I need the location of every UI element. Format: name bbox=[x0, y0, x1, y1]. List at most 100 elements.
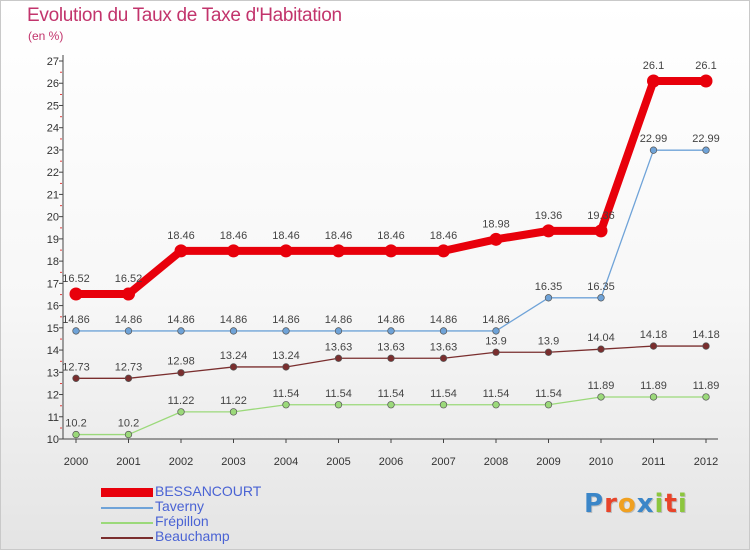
data-label: 10.2 bbox=[118, 418, 139, 430]
x-tick-label: 2004 bbox=[274, 456, 298, 468]
data-label: 19.36 bbox=[587, 210, 615, 222]
data-label: 11.54 bbox=[378, 388, 405, 400]
data-point bbox=[492, 348, 500, 356]
data-point bbox=[597, 294, 605, 302]
chart-unit-label: (en %) bbox=[28, 29, 64, 43]
x-tick-label: 2012 bbox=[694, 456, 718, 468]
series-line bbox=[76, 77, 706, 299]
y-tick-label: 13 bbox=[47, 367, 59, 379]
data-label: 18.46 bbox=[325, 230, 353, 242]
legend-label: BESSANCOURT bbox=[155, 483, 262, 499]
data-label: 14.86 bbox=[62, 314, 90, 326]
data-point bbox=[649, 342, 658, 350]
legend-swatch bbox=[101, 537, 153, 539]
data-point bbox=[437, 244, 450, 258]
series-bessancourt: 16.52 16.52 18.46 18.46 18.46 18.46 18.46 18.46… bbox=[62, 60, 717, 301]
data-label: 14.86 bbox=[430, 314, 458, 326]
data-point bbox=[69, 287, 83, 301]
data-point bbox=[334, 354, 343, 362]
logo-letter: o bbox=[617, 489, 637, 519]
logo-letter: i bbox=[677, 489, 688, 519]
data-label: 18.46 bbox=[377, 230, 405, 242]
logo-letter: r bbox=[604, 489, 618, 519]
data-point bbox=[702, 146, 710, 154]
y-tick-label: 17 bbox=[47, 278, 59, 290]
data-point bbox=[649, 146, 658, 154]
data-label: 16.52 bbox=[62, 273, 90, 285]
y-tick-label: 10 bbox=[47, 434, 59, 446]
data-label: 11.22 bbox=[168, 395, 195, 407]
data-point bbox=[282, 401, 290, 409]
data-label: 18.46 bbox=[272, 230, 300, 242]
data-label: 14.86 bbox=[325, 314, 353, 326]
data-point bbox=[229, 408, 238, 416]
data-label: 14.18 bbox=[640, 329, 668, 341]
data-label: 11.89 bbox=[640, 380, 667, 392]
y-tick-label: 18 bbox=[47, 256, 59, 268]
data-point bbox=[124, 430, 133, 439]
y-tick-label: 11 bbox=[48, 412, 59, 424]
data-label: 13.24 bbox=[220, 350, 248, 362]
data-point bbox=[544, 401, 553, 409]
x-tick-label: 2006 bbox=[379, 456, 403, 468]
y-tick-label: 24 bbox=[47, 123, 59, 135]
data-point bbox=[439, 327, 448, 335]
data-point bbox=[334, 401, 343, 409]
x-tick-label: 2000 bbox=[64, 456, 88, 468]
logo-letter: P bbox=[584, 489, 605, 519]
data-label: 18.46 bbox=[167, 230, 195, 242]
data-label: 11.54 bbox=[430, 388, 457, 400]
data-point bbox=[334, 327, 343, 335]
data-label: 18.46 bbox=[220, 230, 248, 242]
data-point bbox=[227, 244, 240, 258]
data-point bbox=[439, 401, 448, 409]
data-label: 16.35 bbox=[587, 281, 615, 293]
data-label: 12.73 bbox=[62, 361, 90, 373]
data-label: 14.86 bbox=[115, 314, 143, 326]
data-point bbox=[699, 74, 713, 88]
data-label: 14.86 bbox=[377, 314, 405, 326]
data-label: 11.22 bbox=[220, 395, 247, 407]
data-point bbox=[122, 287, 135, 301]
data-label: 13.63 bbox=[377, 341, 405, 353]
data-label: 12.98 bbox=[167, 356, 195, 368]
logo-letter: i bbox=[654, 489, 665, 519]
data-point bbox=[387, 327, 395, 335]
data-label: 26.1 bbox=[695, 60, 716, 72]
data-label: 13.63 bbox=[430, 341, 458, 353]
logo-letter: x bbox=[636, 489, 655, 519]
data-point bbox=[282, 327, 290, 335]
y-tick-label: 12 bbox=[47, 390, 59, 402]
x-tick-label: 2011 bbox=[642, 456, 666, 468]
chart-title: Evolution du Taux de Taxe d'Habitation bbox=[27, 5, 342, 26]
proxiti-logo: Proxiti bbox=[584, 489, 688, 519]
data-point bbox=[177, 408, 185, 416]
series-taverny: 14.86 14.86 14.86 14.86 14.86 14.86 14.86 14.86… bbox=[62, 133, 720, 335]
data-point bbox=[279, 244, 293, 258]
data-point bbox=[594, 224, 608, 238]
data-point bbox=[439, 354, 448, 362]
data-point bbox=[597, 345, 605, 353]
data-label: 13.24 bbox=[272, 350, 300, 362]
data-point bbox=[282, 363, 290, 371]
y-tick-label: 15 bbox=[47, 323, 59, 335]
data-point bbox=[647, 74, 660, 88]
data-point bbox=[542, 224, 555, 238]
data-point bbox=[387, 401, 395, 409]
data-label: 11.89 bbox=[693, 380, 720, 392]
data-label: 18.98 bbox=[482, 218, 510, 230]
data-label: 22.99 bbox=[692, 133, 720, 145]
legend-swatch bbox=[101, 522, 153, 524]
data-label: 11.54 bbox=[483, 388, 510, 400]
data-label: 11.89 bbox=[588, 380, 615, 392]
data-label: 16.52 bbox=[115, 273, 143, 285]
data-point bbox=[177, 327, 185, 335]
data-label: 22.99 bbox=[640, 133, 668, 145]
data-label: 11.54 bbox=[325, 388, 352, 400]
y-tick-label: 19 bbox=[47, 234, 59, 246]
x-tick-label: 2009 bbox=[536, 456, 560, 468]
y-tick-label: 27 bbox=[47, 56, 59, 68]
data-point bbox=[229, 363, 238, 371]
